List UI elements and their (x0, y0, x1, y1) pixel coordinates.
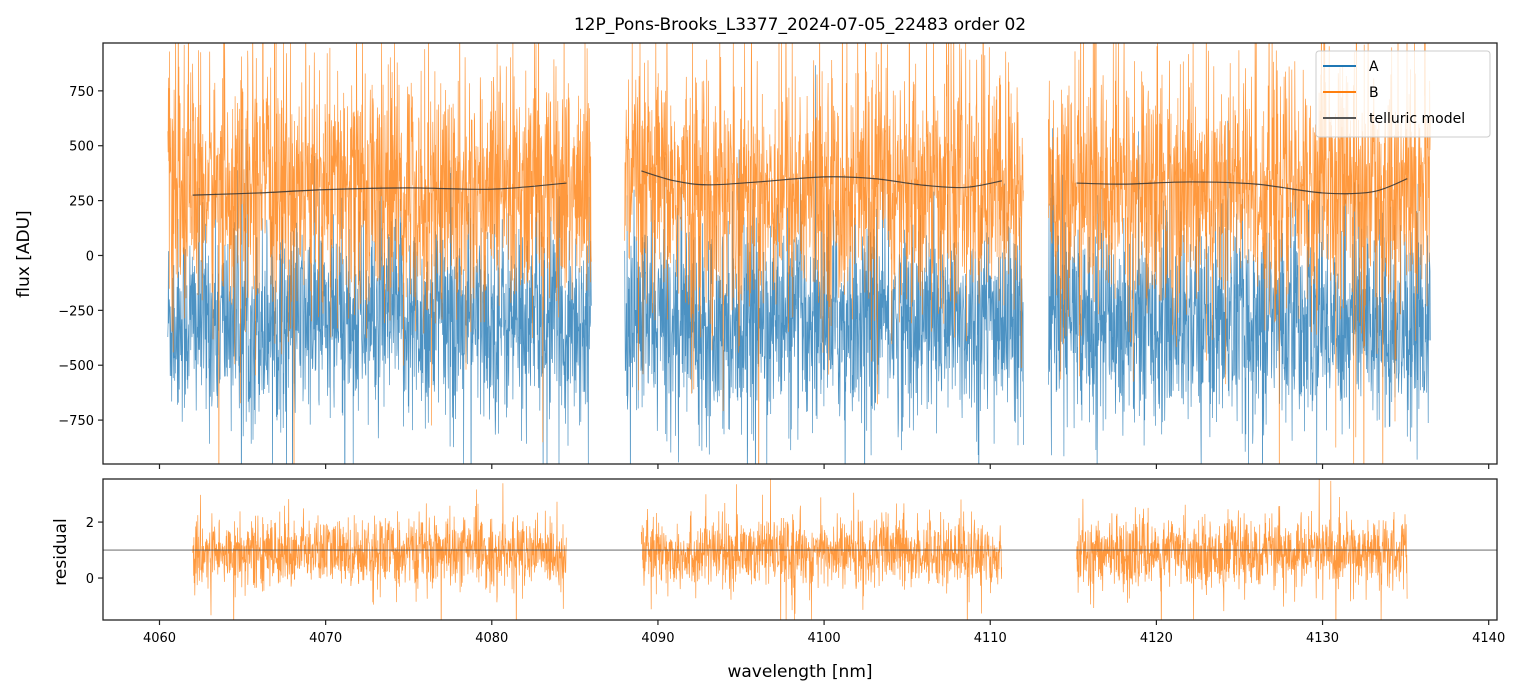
legend: A B telluric model (1315, 50, 1491, 138)
series-b-segment-0 (167, 43, 592, 464)
x-axis-label: wavelength [nm] (727, 662, 872, 682)
residual-y-tick-label: 2 (86, 516, 94, 531)
residual-axes-frame (102, 478, 1498, 621)
chart-title: 12P_Pons-Brooks_L3377_2024-07-05_22483 o… (574, 15, 1026, 35)
x-tick-label: 4070 (309, 631, 342, 646)
legend-label-b: B (1369, 85, 1379, 101)
x-tick-label: 4110 (974, 631, 1007, 646)
top-plot-area (167, 43, 1431, 464)
residual-segment-1 (640, 479, 1003, 620)
series-b-segment-2 (1048, 43, 1431, 464)
x-tick-label: 4140 (1472, 631, 1505, 646)
top-y-tick-label: −750 (58, 414, 94, 429)
x-tick-label: 4100 (808, 631, 841, 646)
top-y-tick-label: 0 (86, 249, 94, 264)
residual-y-tick-label: 0 (86, 572, 94, 587)
series-a-segment-2 (1048, 120, 1431, 464)
series-a-segment-1 (624, 65, 1024, 464)
top-y-tick-label: −500 (58, 359, 94, 374)
telluric-model-segment-0 (192, 182, 567, 196)
series-a-segment-0 (167, 129, 592, 464)
residual-segment-0 (192, 483, 567, 620)
residual-y-label: residual (51, 518, 71, 585)
telluric-model-segment-2 (1076, 178, 1408, 195)
x-tick-label: 4130 (1306, 631, 1339, 646)
top-y-label: flux [ADU] (14, 210, 34, 297)
x-tick-label: 4080 (475, 631, 508, 646)
x-tick-label: 4060 (143, 631, 176, 646)
top-axes-frame (102, 42, 1498, 465)
legend-label-a: A (1369, 59, 1379, 75)
top-y-tick-label: 250 (69, 195, 94, 210)
series-b-segment-1 (624, 43, 1024, 464)
residual-plot-area (103, 479, 1497, 620)
residual-segment-2 (1076, 479, 1408, 620)
top-y-tick-label: 750 (69, 85, 94, 100)
top-y-tick-label: −250 (58, 304, 94, 319)
top-y-tick-label: 500 (69, 140, 94, 155)
telluric-model-segment-1 (641, 170, 1002, 189)
x-tick-label: 4120 (1140, 631, 1173, 646)
x-tick-label: 4090 (641, 631, 674, 646)
legend-label-telluric: telluric model (1369, 111, 1465, 127)
